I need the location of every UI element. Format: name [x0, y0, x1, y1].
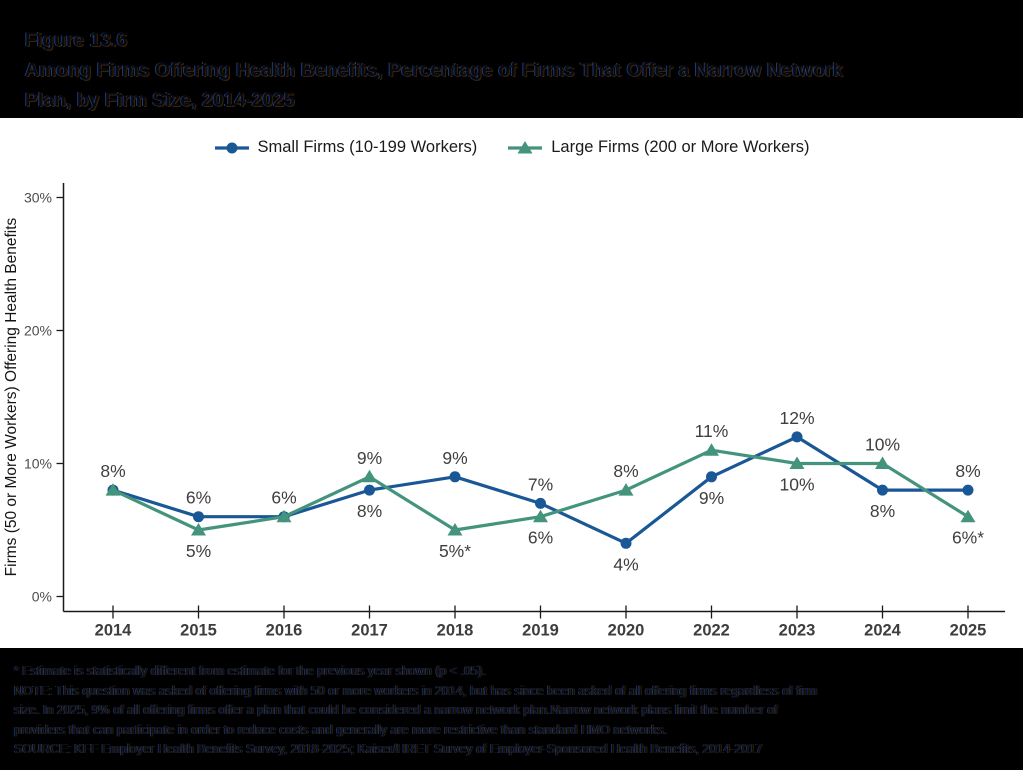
data-label: 8%	[613, 461, 638, 481]
data-point	[620, 537, 632, 549]
data-point	[535, 497, 546, 509]
x-tick-label: 2025	[950, 622, 987, 640]
y-tick-label: 30%	[24, 190, 52, 206]
data-label: 8%	[870, 501, 895, 521]
y-tick-label: 0%	[32, 589, 52, 605]
x-tick-label: 2015	[180, 622, 217, 640]
x-tick-label: 2022	[693, 622, 730, 640]
figure-label: Figure 13.6	[25, 30, 128, 51]
data-label: 12%	[779, 408, 814, 428]
data-label: 7%	[528, 474, 553, 494]
data-point	[449, 471, 461, 483]
chart-section: Small Firms (10-199 Workers) Large Firms …	[0, 118, 1023, 648]
figure-title-line2: Plan, by Firm Size, 2014-2025	[25, 90, 295, 111]
data-label: 6%	[528, 528, 553, 548]
data-point	[704, 443, 719, 456]
data-label: 9%	[357, 448, 382, 468]
line-circle-marker-icon	[214, 142, 249, 153]
legend-label: Large Firms (200 or More Workers)	[551, 138, 810, 156]
data-point	[276, 509, 292, 523]
x-tick-label: 2020	[608, 622, 645, 640]
data-point	[875, 456, 890, 469]
data-point	[364, 484, 375, 496]
legend-key-marker	[517, 140, 533, 153]
footnote-asterisk: * Estimate is statistically different fr…	[14, 664, 486, 678]
x-tick-label: 2014	[95, 622, 133, 640]
data-point	[533, 509, 548, 523]
legend-item-small-firms: Small Firms (10-199 Workers)	[214, 138, 478, 157]
data-label: 8%	[357, 501, 382, 521]
data-label: 9%	[442, 448, 467, 468]
chart-legend: Small Firms (10-199 Workers) Large Firms …	[0, 118, 1023, 163]
data-label: 5%	[186, 541, 211, 561]
data-point	[105, 483, 121, 496]
figure-title-line1: Among Firms Offering Health Benefits, Pe…	[25, 60, 844, 81]
x-tick-label: 2018	[437, 622, 474, 640]
y-axis-label: Firms (50 or More Workers) Offering Heal…	[3, 217, 20, 576]
figure-header: Figure 13.6 Among Firms Offering Health …	[0, 0, 1023, 118]
data-label: 10%	[779, 475, 814, 495]
footnote-note-line3: providers that can participate in order …	[14, 722, 668, 737]
data-label: 6%	[186, 488, 211, 508]
x-tick-label: 2017	[351, 622, 388, 640]
data-point	[789, 456, 805, 469]
y-tick-label: 20%	[24, 323, 52, 339]
line-triangle-marker-icon	[508, 140, 543, 153]
data-point	[877, 484, 888, 496]
legend-item-large-firms: Large Firms (200 or More Workers)	[507, 138, 810, 157]
data-label: 9%	[699, 488, 724, 508]
data-labels: 8% 6% 6% 8% 9% 7% 4% 9% 12% 8% 8% 5% 9% 5%* 6% 8% 11% 10%…	[100, 408, 984, 574]
footnote-source: SOURCE: KFF Employer Health Benefits Sur…	[14, 742, 763, 756]
data-label: 6%*	[952, 528, 984, 548]
x-tick-label: 2016	[266, 622, 303, 640]
data-point	[362, 469, 377, 483]
x-tick-label: 2019	[522, 622, 559, 640]
data-label: 8%	[955, 461, 980, 481]
data-label: 10%	[865, 435, 900, 455]
x-tick-label: 2024	[864, 622, 902, 640]
data-label: 5%*	[439, 541, 471, 561]
data-point	[191, 523, 206, 536]
data-point	[960, 509, 976, 523]
legend-label: Small Firms (10-199 Workers)	[257, 138, 478, 156]
data-point	[447, 523, 463, 536]
data-point	[962, 484, 974, 496]
footnote-note-line1: NOTE: This question was asked of offerin…	[14, 683, 818, 698]
legend-key-marker	[226, 142, 237, 153]
y-tick-label: 10%	[24, 456, 52, 472]
series-large-firms	[105, 443, 976, 536]
data-point	[706, 471, 717, 483]
data-label: 8%	[100, 461, 125, 481]
footnote-note-line2: size. In 2025, 9% of all offering firms …	[14, 703, 778, 717]
axes: 0% 10% 20% 30% 2014 2015 2016 2017 2018 2019 2020 2…	[24, 183, 1005, 640]
data-label: 11%	[695, 421, 729, 441]
data-point	[618, 483, 634, 496]
data-label: 6%	[271, 488, 296, 508]
data-point	[791, 431, 803, 443]
data-label: 4%	[613, 554, 638, 574]
plot-area: 0% 10% 20% 30% 2014 2015 2016 2017 2018 2019 2020 2…	[3, 183, 1005, 640]
x-tick-label: 2023	[779, 622, 816, 640]
data-point	[193, 511, 204, 523]
figure-footer: * Estimate is statistically different fr…	[0, 648, 1023, 770]
